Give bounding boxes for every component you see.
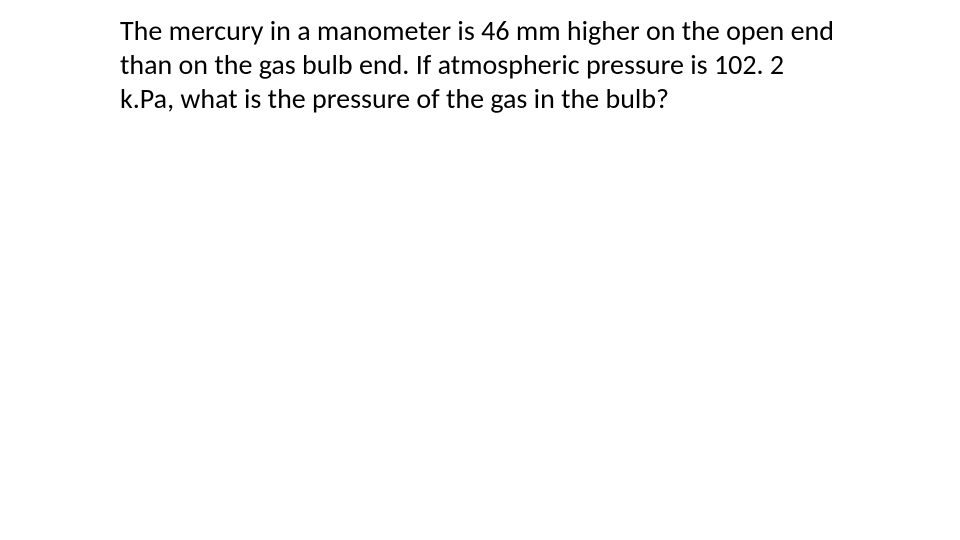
slide-container: The mercury in a manometer is 46 mm high… bbox=[0, 0, 960, 540]
question-text: The mercury in a manometer is 46 mm high… bbox=[120, 14, 838, 116]
